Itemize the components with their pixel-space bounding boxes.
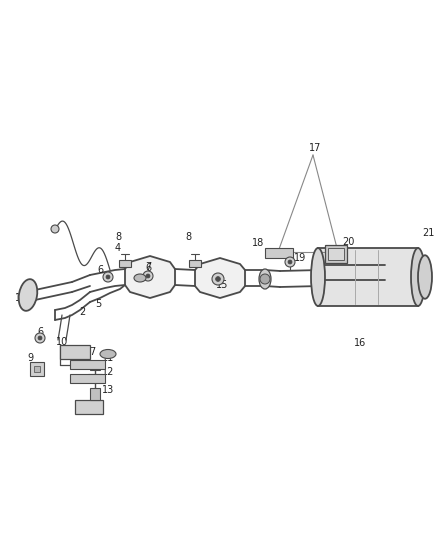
Ellipse shape: [100, 350, 116, 359]
Text: 18: 18: [252, 238, 264, 248]
Ellipse shape: [411, 248, 425, 306]
Text: 11: 11: [102, 353, 114, 363]
Ellipse shape: [418, 255, 432, 299]
Circle shape: [106, 275, 110, 279]
Circle shape: [103, 272, 113, 282]
Bar: [318, 248, 418, 306]
Circle shape: [35, 333, 45, 343]
Text: 8: 8: [115, 232, 121, 242]
Bar: [328, 248, 344, 260]
Text: 14: 14: [76, 403, 88, 413]
Text: 20: 20: [342, 237, 354, 247]
Text: 6: 6: [145, 263, 151, 273]
Circle shape: [285, 257, 295, 267]
Text: 6: 6: [37, 327, 43, 337]
Text: 16: 16: [354, 338, 366, 348]
Bar: [189, 260, 201, 267]
Bar: [34, 366, 40, 372]
Circle shape: [212, 273, 224, 285]
Circle shape: [288, 260, 292, 264]
Bar: [60, 345, 90, 359]
Bar: [70, 374, 105, 383]
Text: 2: 2: [79, 307, 85, 317]
Circle shape: [146, 274, 150, 278]
Ellipse shape: [19, 279, 37, 311]
Bar: [75, 400, 103, 414]
Ellipse shape: [134, 274, 146, 282]
Circle shape: [143, 271, 153, 281]
Text: 1: 1: [15, 293, 21, 303]
Circle shape: [51, 225, 59, 233]
Text: 21: 21: [422, 228, 434, 238]
Text: 7: 7: [89, 347, 95, 357]
Text: 9: 9: [27, 353, 33, 363]
Bar: [265, 248, 293, 258]
Text: 15: 15: [216, 280, 228, 290]
Ellipse shape: [259, 269, 271, 289]
Bar: [325, 245, 347, 263]
Bar: [30, 362, 44, 376]
Circle shape: [38, 336, 42, 340]
Circle shape: [215, 277, 220, 281]
Ellipse shape: [311, 248, 325, 306]
Text: 6: 6: [97, 265, 103, 275]
Text: 13: 13: [102, 385, 114, 395]
Text: 4: 4: [115, 243, 121, 253]
Bar: [119, 260, 131, 267]
Text: 8: 8: [185, 232, 191, 242]
Text: 5: 5: [95, 299, 101, 309]
Text: 10: 10: [56, 337, 68, 347]
Bar: [70, 360, 105, 369]
Text: 19: 19: [294, 253, 306, 263]
Bar: [90, 388, 100, 400]
Circle shape: [260, 274, 270, 284]
Text: 17: 17: [309, 143, 321, 153]
Text: 7: 7: [145, 262, 151, 272]
Text: 12: 12: [102, 367, 114, 377]
